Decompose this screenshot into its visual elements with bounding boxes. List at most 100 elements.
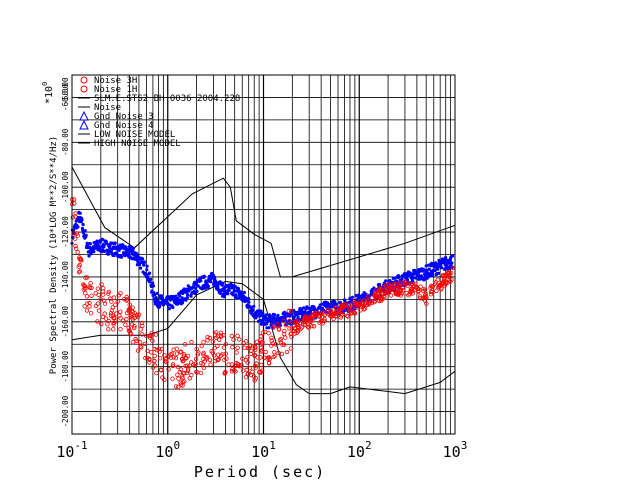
red-circle-point	[178, 349, 184, 354]
red-circle-point	[154, 370, 159, 376]
red-circle-point	[215, 343, 220, 349]
red-circle-point	[72, 201, 77, 206]
y-tick-label: -60.00	[61, 83, 70, 111]
x-tick-base: 10	[251, 443, 269, 461]
red-circle-point	[93, 291, 98, 296]
red-circle-point	[163, 359, 168, 364]
red-circle-point	[384, 290, 390, 296]
red-circle-point	[230, 345, 235, 350]
red-circle-point	[441, 274, 446, 279]
blue-triangle-point	[303, 310, 307, 314]
red-circle-point	[252, 352, 258, 358]
x-tick-base: 10	[443, 443, 461, 461]
y-tick-label: -80.00	[61, 128, 70, 156]
legend-label: Noise 1H	[94, 85, 137, 95]
red-circle-point	[130, 305, 135, 310]
blue-triangle-point	[78, 211, 82, 215]
red-circle-point	[139, 320, 145, 326]
red-circle-point	[153, 332, 159, 337]
red-circle-point	[322, 318, 327, 324]
red-circle-point	[130, 317, 135, 322]
blue-triangle-point	[81, 228, 85, 232]
red-circle-point	[73, 243, 78, 249]
red-circle-point	[229, 333, 234, 339]
red-circle-point	[120, 318, 126, 323]
red-circle-point	[361, 303, 366, 308]
red-circle-point	[226, 362, 231, 367]
red-circle-point	[130, 340, 136, 345]
red-circle-point	[284, 349, 290, 355]
blue-triangle-point	[92, 250, 96, 254]
red-circle-point	[254, 361, 259, 366]
red-circle-point	[350, 301, 356, 306]
red-circle-point	[77, 269, 83, 274]
red-circle-point	[250, 344, 256, 349]
red-circle-point	[96, 308, 102, 313]
red-circle-point	[118, 291, 123, 296]
red-circle-point	[269, 338, 274, 343]
blue-triangle-point	[153, 293, 157, 297]
blue-triangle-point	[397, 275, 401, 279]
red-circle-point	[74, 231, 79, 236]
blue-triangle-point	[293, 314, 297, 318]
legend-label: SLM.E.STS2 BH 0036 2004.228	[94, 94, 240, 104]
blue-triangle-point	[357, 293, 361, 297]
red-circle-point	[84, 275, 90, 280]
blue-triangle-point	[80, 218, 84, 222]
red-circle-point	[428, 285, 433, 290]
blue-triangle-point	[425, 268, 429, 272]
blue-triangle-point	[102, 243, 106, 247]
red-circle-point	[330, 314, 335, 319]
red-circle-point	[201, 365, 206, 370]
blue-triangle-point	[142, 260, 146, 264]
red-circle-point	[235, 345, 240, 350]
red-circle-point	[137, 340, 143, 345]
red-circle-point	[282, 342, 287, 347]
blue-triangle-point	[247, 300, 251, 304]
blue-triangle-point	[329, 302, 333, 306]
blue-triangle-point	[212, 284, 216, 288]
blue-triangle-point	[276, 313, 280, 317]
red-circle-point	[272, 350, 277, 355]
red-circle-point	[267, 355, 272, 360]
red-circle-point	[82, 283, 87, 289]
red-circle-point	[201, 350, 206, 356]
red-circle-point	[447, 271, 452, 276]
grid-lines	[72, 75, 455, 434]
red-circle-point	[289, 308, 294, 314]
blue-triangle-point	[106, 252, 110, 256]
red-circle-point	[302, 314, 308, 319]
x-tick-exp: -1	[74, 439, 87, 452]
red-circle-point	[254, 339, 260, 344]
red-circle-point	[102, 311, 107, 316]
red-circle-point	[147, 333, 152, 338]
red-circle-point	[292, 326, 297, 331]
legend-circle-icon	[80, 76, 88, 84]
red-circle-point	[237, 337, 242, 342]
red-circle-point	[216, 357, 221, 362]
blue-triangle-point	[252, 304, 256, 308]
x-tick-exp: 0	[173, 439, 180, 452]
red-circle-point	[339, 303, 344, 309]
red-circle-point	[175, 372, 180, 377]
red-circle-point	[166, 354, 171, 360]
red-circle-point	[89, 293, 94, 298]
red-circle-point	[83, 286, 88, 291]
plot-frame	[71, 74, 456, 435]
blue-triangle-point	[372, 286, 376, 290]
blue-triangle-point	[124, 245, 128, 249]
red-circle-point	[375, 298, 380, 303]
red-circle-point	[162, 353, 167, 358]
red-circle-point	[131, 325, 137, 331]
red-circle-point	[260, 341, 265, 347]
blue-triangle-point	[201, 286, 205, 291]
red-circle-point	[185, 367, 191, 372]
x-tick-base: 10	[56, 443, 74, 461]
red-circle-point	[212, 358, 218, 364]
red-circle-point	[113, 302, 118, 307]
red-circle-point	[111, 327, 116, 332]
red-circle-point	[177, 369, 183, 375]
x-tick-label: 100	[155, 439, 180, 461]
red-circle-point	[109, 308, 115, 313]
red-circle-point	[430, 284, 435, 289]
